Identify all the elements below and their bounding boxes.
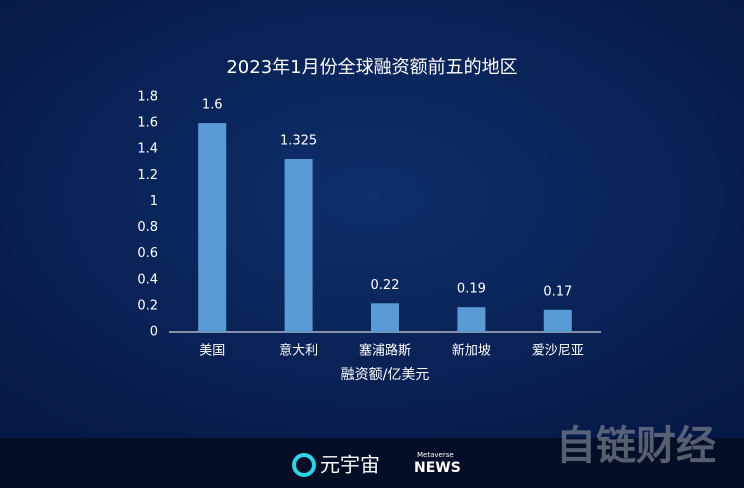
bar — [198, 123, 227, 332]
logo-icon — [292, 453, 316, 477]
x-tick-label: 新加坡 — [452, 343, 491, 359]
brand-sub: Metaverse — [417, 451, 454, 459]
y-tick-label: 1.2 — [137, 168, 158, 183]
background — [0, 0, 744, 438]
y-tick-label: 1.6 — [137, 116, 158, 131]
data-label: 0.17 — [543, 284, 572, 299]
watermark: 自链财经 — [556, 423, 716, 469]
y-tick-label: 0.4 — [137, 272, 158, 287]
bar — [284, 159, 313, 332]
x-tick-label: 塞浦路斯 — [359, 343, 411, 359]
data-label: 0.22 — [371, 278, 400, 293]
data-label: 0.19 — [457, 282, 486, 297]
x-tick-label: 意大利 — [279, 343, 318, 359]
bar — [371, 303, 399, 332]
data-label: 1.6 — [202, 98, 223, 113]
x-tick-label: 爱沙尼亚 — [532, 344, 584, 359]
y-tick-label: 1.4 — [137, 142, 158, 157]
brand-news: NEWS — [414, 460, 461, 476]
y-tick-label: 0 — [150, 325, 158, 340]
x-axis-label: 融资额/亿美元 — [341, 367, 430, 383]
bar — [543, 309, 572, 332]
footer-band — [0, 438, 744, 488]
y-tick-label: 0.8 — [137, 220, 158, 235]
brand: 元宇宙 — [320, 453, 380, 477]
data-label: 1.325 — [280, 134, 317, 149]
y-tick-label: 0.2 — [137, 298, 158, 313]
bar — [457, 307, 486, 332]
chart-title: 2023年1月份全球融资额前五的地区 — [226, 57, 517, 78]
x-tick-label: 美国 — [199, 344, 225, 359]
y-tick-label: 1 — [150, 194, 158, 209]
y-tick-label: 1.8 — [137, 90, 158, 105]
y-tick-label: 0.6 — [137, 246, 158, 261]
